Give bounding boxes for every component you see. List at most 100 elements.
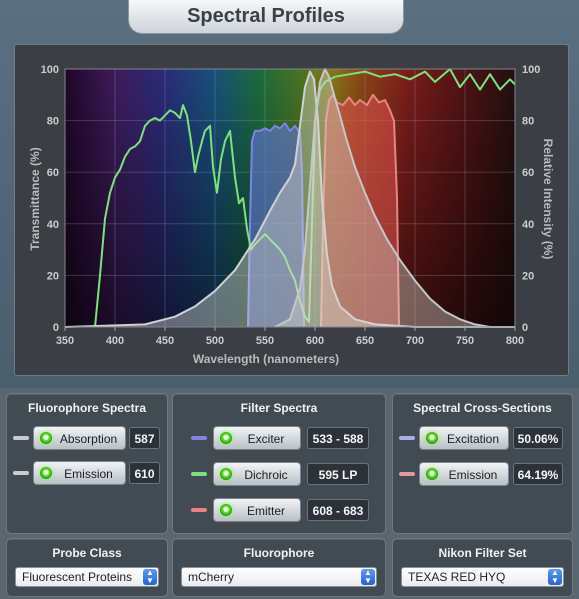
exciter-value: 533 - 588 bbox=[307, 427, 369, 449]
plot-border bbox=[64, 68, 516, 328]
series-layer bbox=[64, 68, 516, 328]
button-label: Excitation bbox=[446, 432, 500, 446]
led-icon bbox=[220, 432, 232, 444]
fluorophore-spectra-panel: Fluorophore Spectra Absorption 587 Emiss… bbox=[6, 393, 168, 534]
dichroic-button[interactable]: Dichroic bbox=[213, 462, 301, 486]
dichroic-series-line bbox=[94, 68, 516, 328]
y-tick-label-right: 80 bbox=[522, 116, 534, 128]
y-tick-label-right: 60 bbox=[522, 167, 534, 179]
emission-row: Emission 610 bbox=[7, 461, 167, 485]
dichroic-value: 595 LP bbox=[307, 463, 369, 485]
exciter-button[interactable]: Exciter bbox=[213, 426, 301, 450]
y-tick-label-left: 100 bbox=[41, 64, 59, 76]
x-tick-label: 700 bbox=[406, 335, 424, 347]
absorption-row: Absorption 587 bbox=[7, 426, 167, 450]
exciter-row: Exciter 533 - 588 bbox=[173, 426, 385, 450]
fluorophore-panel: Fluorophore mCherry ▲ ▼ bbox=[172, 538, 386, 597]
led-icon bbox=[220, 504, 232, 516]
x-tick-label: 400 bbox=[106, 335, 124, 347]
x-tick-label: 600 bbox=[306, 335, 324, 347]
cross-emission-row: Emission 64.19% bbox=[393, 462, 572, 486]
x-axis-label: Wavelength (nanometers) bbox=[193, 352, 339, 366]
y-tick-label-left: 80 bbox=[47, 116, 59, 128]
led-icon bbox=[220, 468, 232, 480]
button-label: Emission bbox=[448, 468, 498, 482]
dichroic-row: Dichroic 595 LP bbox=[173, 462, 385, 486]
select-value: TEXAS RED HYQ bbox=[408, 570, 506, 584]
emission-area bbox=[275, 69, 490, 327]
x-tick-label: 350 bbox=[56, 335, 74, 347]
y-tick-label-right: 0 bbox=[522, 322, 528, 334]
chart-frame: 350 400 450 500 550 600 650 700 750 800 0 0 20 20 40 40… bbox=[14, 44, 569, 376]
page-title: Spectral Profiles bbox=[187, 5, 345, 27]
x-tick-label: 450 bbox=[156, 335, 174, 347]
fluorophore-select[interactable]: mCherry ▲ ▼ bbox=[181, 567, 377, 587]
controls-area: Fluorophore Spectra Absorption 587 Emiss… bbox=[0, 388, 579, 599]
excitation-swatch bbox=[399, 436, 415, 440]
filter-set-panel: Nikon Filter Set TEXAS RED HYQ ▲ ▼ bbox=[392, 538, 573, 597]
button-label: Dichroic bbox=[244, 468, 288, 482]
led-icon bbox=[426, 468, 438, 480]
probe-class-select[interactable]: Fluorescent Proteins ▲ ▼ bbox=[15, 567, 159, 587]
exciter-area bbox=[248, 123, 304, 327]
panel-title: Filter Spectra bbox=[240, 401, 318, 415]
x-tick-label: 500 bbox=[206, 335, 224, 347]
y-tick-label-left: 20 bbox=[47, 270, 59, 282]
filter-set-select[interactable]: TEXAS RED HYQ ▲ ▼ bbox=[401, 567, 564, 587]
exciter-swatch bbox=[191, 436, 207, 440]
excitation-value: 50.06% bbox=[513, 427, 563, 449]
y-tick-label-right: 40 bbox=[522, 219, 534, 231]
dichroic-swatch bbox=[191, 472, 207, 476]
excitation-button[interactable]: Excitation bbox=[419, 426, 509, 450]
emitter-button[interactable]: Emitter bbox=[213, 498, 301, 522]
led-icon bbox=[426, 432, 438, 444]
y-axis-label-left: Transmittance (%) bbox=[28, 147, 42, 250]
y-tick-label-right: 100 bbox=[522, 64, 540, 76]
led-icon bbox=[40, 467, 52, 479]
x-tick-label: 750 bbox=[456, 335, 474, 347]
spectral-profiles-area: Spectral Profiles bbox=[0, 0, 579, 388]
emission-series-line bbox=[274, 68, 491, 328]
emission-swatch bbox=[13, 471, 29, 475]
emission-button[interactable]: Emission bbox=[33, 461, 126, 485]
select-arrows-icon: ▲ ▼ bbox=[143, 569, 157, 585]
panel-title: Fluorophore Spectra bbox=[27, 401, 146, 415]
select-value: Fluorescent Proteins bbox=[22, 570, 133, 584]
panel-title: Fluorophore bbox=[243, 546, 315, 560]
absorption-series-line bbox=[64, 70, 515, 328]
y-tick-label-right: 20 bbox=[522, 270, 534, 282]
panel-title: Spectral Cross-Sections bbox=[413, 401, 552, 415]
absorption-swatch bbox=[13, 436, 29, 440]
emission-value: 610 bbox=[129, 462, 160, 484]
emitter-series-line bbox=[320, 93, 400, 328]
panel-title: Probe Class bbox=[52, 546, 122, 560]
emitter-area bbox=[321, 94, 399, 327]
y-tick-label-left: 40 bbox=[47, 219, 59, 231]
emitter-value: 608 - 683 bbox=[307, 499, 369, 521]
y-tick-label-left: 60 bbox=[47, 167, 59, 179]
cross-emission-swatch bbox=[399, 472, 415, 476]
probe-class-panel: Probe Class Fluorescent Proteins ▲ ▼ bbox=[6, 538, 168, 597]
emitter-row: Emitter 608 - 683 bbox=[173, 498, 385, 522]
select-arrows-icon: ▲ ▼ bbox=[548, 569, 562, 585]
x-tick-label: 650 bbox=[356, 335, 374, 347]
absorption-button[interactable]: Absorption bbox=[33, 426, 126, 450]
select-value: mCherry bbox=[188, 570, 235, 584]
y-axis-label-right: Relative Intensity (%) bbox=[541, 139, 555, 260]
excitation-row: Excitation 50.06% bbox=[393, 426, 572, 450]
x-tick-label: 550 bbox=[256, 335, 274, 347]
button-label: Emitter bbox=[246, 504, 285, 518]
emitter-swatch bbox=[191, 508, 207, 512]
button-label: Emission bbox=[64, 467, 113, 481]
cross-emission-button[interactable]: Emission bbox=[419, 462, 509, 486]
button-label: Absorption bbox=[59, 432, 118, 446]
cross-sections-panel: Spectral Cross-Sections Excitation 50.06… bbox=[392, 393, 573, 534]
x-tick-label: 800 bbox=[506, 335, 524, 347]
panel-title: Nikon Filter Set bbox=[438, 546, 527, 560]
select-arrows-icon: ▲ ▼ bbox=[361, 569, 375, 585]
absorption-area bbox=[65, 71, 515, 327]
filter-spectra-panel: Filter Spectra Exciter 533 - 588 Dichroi… bbox=[172, 393, 386, 534]
y-tick-label-left: 0 bbox=[53, 322, 59, 334]
absorption-value: 587 bbox=[129, 427, 160, 449]
